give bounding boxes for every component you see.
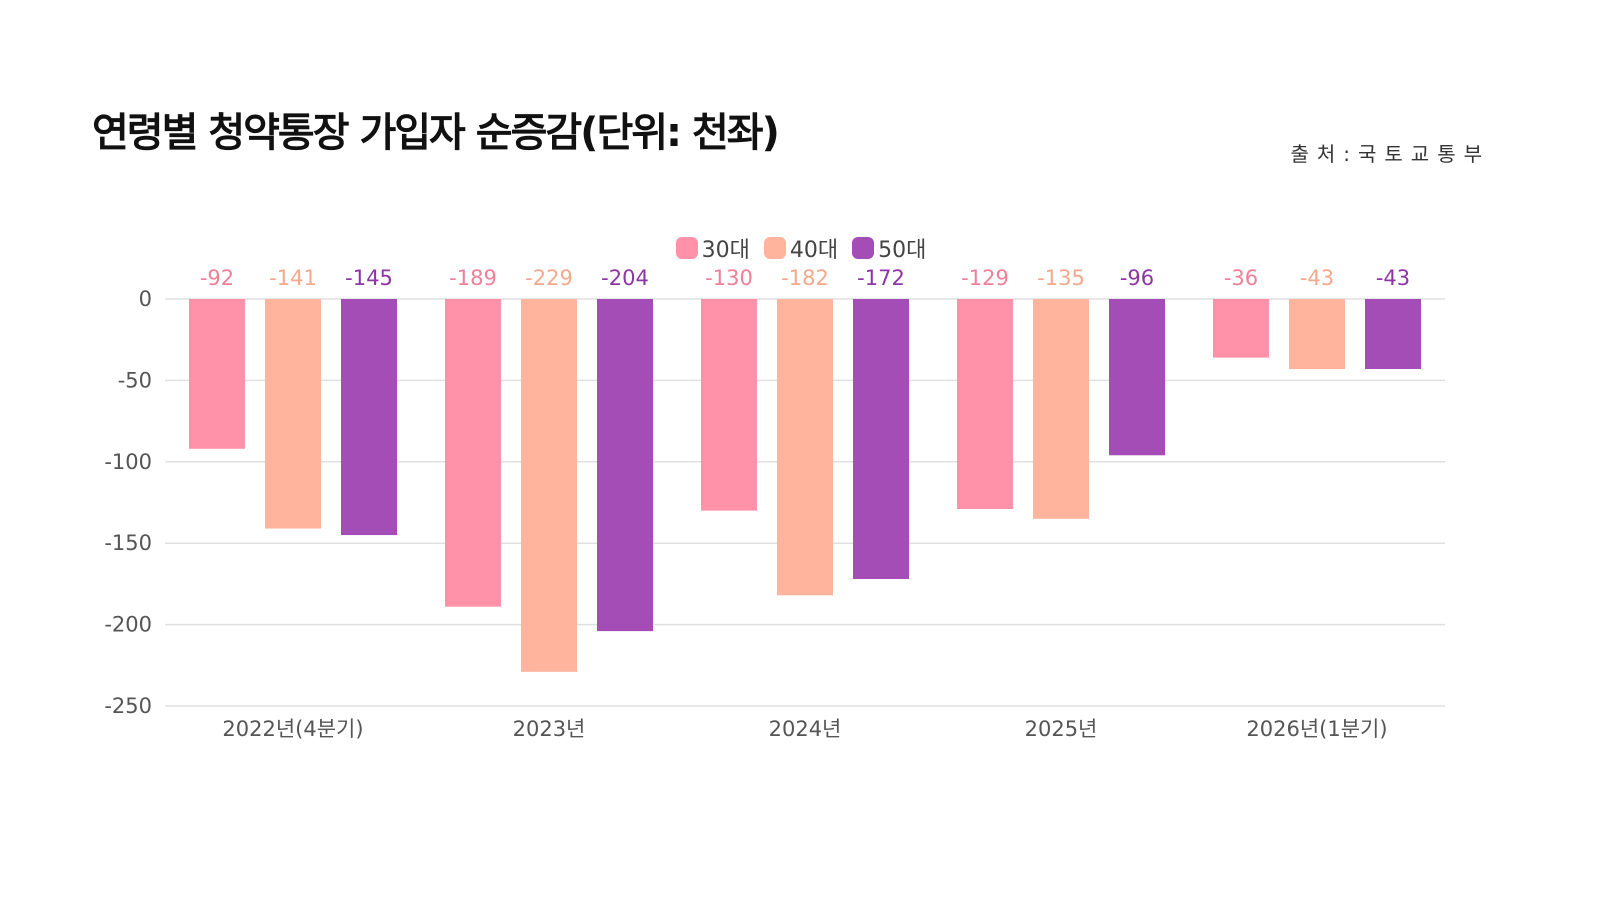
legend-swatch-40 [763, 237, 786, 259]
bar [1213, 299, 1269, 358]
y-tick-label: -250 [104, 694, 152, 718]
chart-title: 연령별 청약통장 가입자 순증감(단위: 천좌) [92, 110, 780, 156]
bars [189, 299, 1421, 672]
data-label: -129 [961, 266, 1009, 290]
legend: 30대 40대 50대 [0, 232, 1602, 264]
data-label: -189 [449, 266, 497, 290]
y-tick-label: -200 [104, 613, 152, 637]
bar [521, 299, 577, 672]
data-label: -172 [857, 266, 905, 290]
legend-swatch-50 [852, 237, 875, 259]
data-label: -145 [345, 266, 393, 290]
legend-label-40: 40대 [789, 238, 839, 263]
bar [1289, 299, 1345, 370]
y-tick-label: -100 [104, 450, 152, 474]
bar [853, 299, 909, 580]
legend-swatch-30 [675, 237, 698, 259]
bar [189, 299, 245, 449]
legend-label-50: 50대 [878, 238, 927, 263]
data-label: -135 [1037, 266, 1085, 290]
bar [1109, 299, 1165, 456]
data-label: -204 [601, 266, 649, 290]
data-label: -130 [705, 266, 753, 290]
data-label: -43 [1300, 266, 1334, 290]
bar [445, 299, 501, 607]
y-tick-label: 0 [139, 287, 152, 311]
bar [265, 299, 321, 529]
bar [341, 299, 397, 536]
y-tick-label: -50 [118, 368, 152, 392]
data-label: -92 [200, 266, 234, 290]
data-label: -96 [1120, 266, 1154, 290]
x-tick-label: 2022년(4분기) [222, 717, 363, 741]
y-tick-label: -150 [104, 531, 152, 555]
bar [1365, 299, 1421, 370]
x-tick-label: 2025년 [1025, 717, 1098, 741]
x-tick-label: 2024년 [769, 717, 842, 741]
legend-label-30: 30대 [701, 238, 750, 263]
axis-labels: 0 -50 -100 -150 -200 -250 2022년(4분기) 2023년 2024년… [104, 287, 1387, 741]
data-label: -36 [1224, 266, 1258, 290]
bar [701, 299, 757, 511]
source-note: 출처:국토교통부 [1290, 142, 1490, 166]
legend-item-50: 50대 [852, 232, 926, 264]
legend-item-30: 30대 [675, 232, 750, 264]
value-labels: -92 -141 -145 -189 -229 -204 -130 -182 -172 -129 -… [200, 266, 1410, 290]
data-label: -141 [269, 266, 317, 290]
bar [1033, 299, 1089, 519]
bar [957, 299, 1013, 510]
bar [777, 299, 833, 596]
bar [597, 299, 653, 632]
data-label: -229 [525, 266, 573, 290]
data-label: -43 [1376, 266, 1410, 290]
x-tick-label: 2026년(1분기) [1246, 717, 1387, 741]
legend-item-40: 40대 [763, 232, 839, 264]
data-label: -182 [781, 266, 829, 290]
x-tick-label: 2023년 [513, 717, 586, 741]
